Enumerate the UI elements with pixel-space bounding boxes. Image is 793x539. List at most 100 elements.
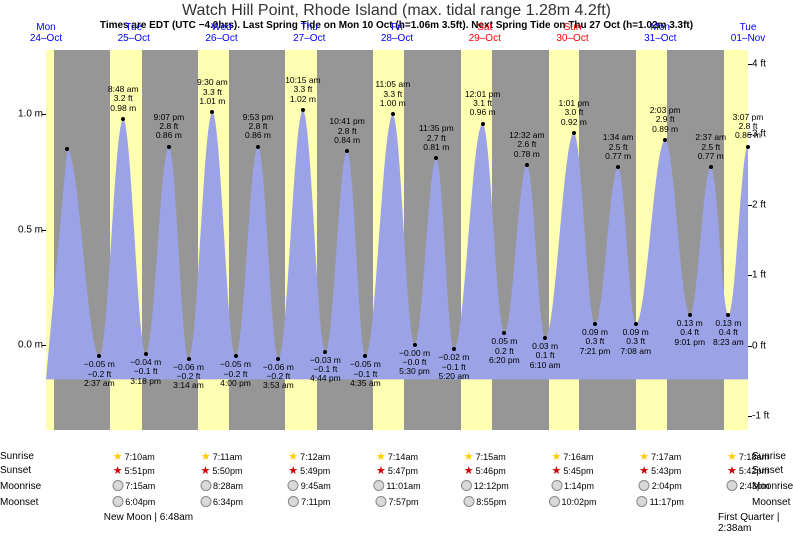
moon-icon bbox=[551, 480, 562, 491]
star-icon: ★ bbox=[201, 464, 211, 477]
sunset-time: ★5:42pm bbox=[727, 464, 769, 477]
y-right-tick-label: 0 ft bbox=[752, 340, 766, 351]
star-icon: ★ bbox=[201, 450, 211, 463]
tide-label: 10:41 pm2.8 ft0.84 m bbox=[329, 117, 364, 145]
tide-label: −0.05 m−0.2 ft2:37 am bbox=[84, 360, 115, 388]
tide-label: 1:34 am2.5 ft0.77 m bbox=[603, 133, 634, 161]
moon-icon bbox=[726, 480, 737, 491]
tide-label: 8:48 am3.2 ft0.98 m bbox=[108, 85, 139, 113]
star-icon: ★ bbox=[639, 464, 649, 477]
sunrise-time: ★7:18am bbox=[727, 450, 769, 463]
moon-phase-label: New Moon | 6:48am bbox=[104, 512, 193, 523]
moonrise-time: 8:28am bbox=[200, 480, 243, 491]
star-icon: ★ bbox=[552, 450, 562, 463]
moon-phase-label: First Quarter | 2:38am bbox=[718, 512, 793, 534]
low-tide-dot bbox=[688, 313, 692, 317]
sunset-label: Sunset bbox=[0, 465, 31, 476]
y-right-tick-label: 4 ft bbox=[752, 59, 766, 70]
tide-label: −0.05 m−0.2 ft4:00 pm bbox=[220, 360, 251, 388]
high-tide-dot bbox=[256, 145, 260, 149]
sunrise-time: ★7:15am bbox=[464, 450, 506, 463]
star-icon: ★ bbox=[727, 464, 737, 477]
tide-label: 0.13 m0.4 ft8:23 am bbox=[713, 319, 744, 347]
star-icon: ★ bbox=[288, 450, 298, 463]
tide-label: −0.04 m−0.1 ft3:18 pm bbox=[130, 358, 161, 386]
date-label: Tue01–Nov bbox=[731, 22, 765, 44]
moonrise-time: 7:15am bbox=[112, 480, 155, 491]
y-left-tick-label: 1.0 m bbox=[18, 109, 43, 120]
high-tide-dot bbox=[572, 131, 576, 135]
moon-icon bbox=[200, 480, 211, 491]
tide-label: 0.13 m0.4 ft9:01 pm bbox=[674, 319, 705, 347]
moonset-time: 8:55pm bbox=[463, 496, 506, 507]
sunrise-time: ★7:12am bbox=[288, 450, 330, 463]
tide-label: 0.09 m0.3 ft7:08 am bbox=[620, 328, 651, 356]
tide-label: −0.05 m−0.1 ft4:35 am bbox=[350, 360, 381, 388]
y-right-tick-label: 1 ft bbox=[752, 270, 766, 281]
high-tide-dot bbox=[434, 156, 438, 160]
moon-icon bbox=[373, 480, 384, 491]
tide-label: 2:03 pm2.9 ft0.89 m bbox=[650, 106, 681, 134]
tide-label: 2:37 am2.5 ft0.77 m bbox=[695, 133, 726, 161]
tide-label: 9:30 am3.3 ft1.01 m bbox=[197, 78, 228, 106]
low-tide-dot bbox=[363, 354, 367, 358]
y-right-tick-label: -1 ft bbox=[752, 410, 769, 421]
date-label: Mon24–Oct bbox=[30, 22, 62, 44]
high-tide-dot bbox=[481, 122, 485, 126]
sunrise-time: ★7:11am bbox=[201, 450, 242, 463]
sunset-time: ★5:51pm bbox=[113, 464, 155, 477]
sunset-time: ★5:46pm bbox=[464, 464, 506, 477]
tide-label: 11:35 pm2.7 ft0.81 m bbox=[419, 124, 454, 152]
high-tide-dot bbox=[121, 117, 125, 121]
sunrise-time: ★7:14am bbox=[376, 450, 418, 463]
moon-icon bbox=[375, 496, 386, 507]
moonrise-time: 12:12pm bbox=[461, 480, 509, 491]
moonset-time: 7:11pm bbox=[288, 496, 330, 507]
moonrise-time: 2:04pm bbox=[639, 480, 682, 491]
sunset-time: ★5:47pm bbox=[376, 464, 418, 477]
tide-label: 12:01 pm3.1 ft0.96 m bbox=[465, 90, 500, 118]
moonrise-time: 2:43pm bbox=[726, 480, 769, 491]
sunrise-time: ★7:10am bbox=[113, 450, 155, 463]
star-icon: ★ bbox=[464, 464, 474, 477]
sunrise-time: ★7:17am bbox=[639, 450, 681, 463]
chart-title: Watch Hill Point, Rhode Island (max. tid… bbox=[0, 0, 793, 20]
high-tide-dot bbox=[616, 165, 620, 169]
high-tide-dot bbox=[391, 112, 395, 116]
low-tide-dot bbox=[413, 343, 417, 347]
high-tide-dot bbox=[210, 110, 214, 114]
y-left-tick-label: 0.0 m bbox=[18, 339, 43, 350]
moonset-label: Moonset bbox=[0, 497, 38, 508]
star-icon: ★ bbox=[113, 464, 123, 477]
moon-icon bbox=[288, 480, 299, 491]
high-tide-dot bbox=[709, 165, 713, 169]
low-tide-dot bbox=[323, 350, 327, 354]
tide-label: −0.00 m−0.0 ft5:30 pm bbox=[399, 349, 430, 377]
tide-label: 1:01 pm3.0 ft0.92 m bbox=[559, 99, 590, 127]
date-label: Tue25–Oct bbox=[118, 22, 150, 44]
moonset-time: 11:17pm bbox=[637, 496, 684, 507]
moon-icon bbox=[288, 496, 299, 507]
high-tide-dot bbox=[525, 163, 529, 167]
moon-icon bbox=[461, 480, 472, 491]
tide-label: −0.06 m−0.2 ft3:53 am bbox=[263, 363, 294, 391]
high-tide-dot bbox=[345, 149, 349, 153]
tide-label: −0.06 m−0.2 ft3:14 am bbox=[173, 363, 204, 391]
sunrise-time: ★7:16am bbox=[552, 450, 594, 463]
tide-label: 0.03 m0.1 ft6:10 am bbox=[530, 342, 561, 370]
date-label: Wed26–Oct bbox=[205, 22, 237, 44]
star-icon: ★ bbox=[376, 464, 386, 477]
low-tide-dot bbox=[502, 331, 506, 335]
low-tide-dot bbox=[276, 357, 280, 361]
tide-label: 0.05 m0.2 ft6:20 pm bbox=[489, 337, 520, 365]
sunset-time: ★5:50pm bbox=[201, 464, 243, 477]
star-icon: ★ bbox=[113, 450, 123, 463]
low-tide-dot bbox=[634, 322, 638, 326]
low-tide-dot bbox=[144, 352, 148, 356]
low-tide-dot bbox=[452, 347, 456, 351]
moon-icon bbox=[548, 496, 559, 507]
tide-label: 12:32 am2.6 ft0.78 m bbox=[509, 131, 544, 159]
date-label: Fri28–Oct bbox=[381, 22, 413, 44]
tide-label: 9:07 pm2.8 ft0.86 m bbox=[153, 113, 184, 141]
star-icon: ★ bbox=[552, 464, 562, 477]
